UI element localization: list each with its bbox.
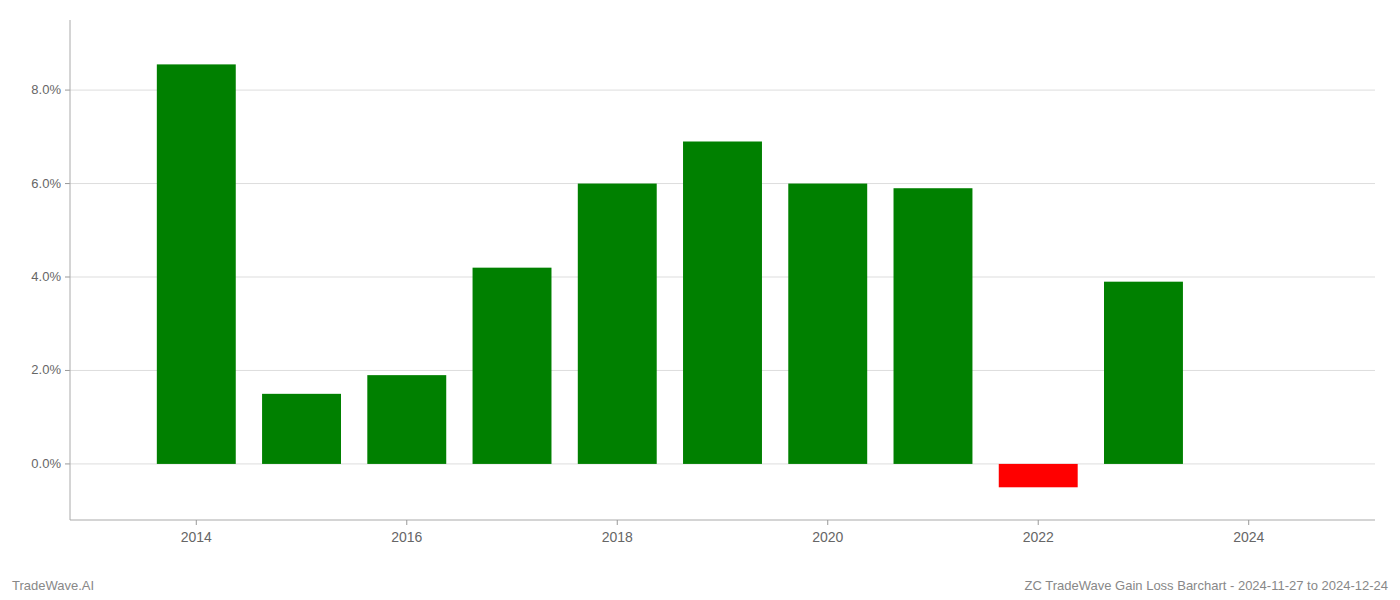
x-tick-label: 2016 (391, 529, 422, 545)
x-axis: 2014 2016 2018 2020 2022 2024 (181, 520, 1265, 545)
bar (262, 394, 341, 464)
bars (157, 64, 1183, 487)
y-tick-label: 2.0% (31, 362, 61, 377)
y-tick (65, 463, 70, 464)
y-tick (65, 183, 70, 184)
x-tick-label: 2024 (1233, 529, 1264, 545)
bar (683, 141, 762, 463)
x-tick-label: 2020 (812, 529, 843, 545)
x-tick (827, 520, 828, 525)
y-tick-label: 4.0% (31, 269, 61, 284)
y-tick-label: 8.0% (31, 82, 61, 97)
x-tick (617, 520, 618, 525)
x-tick-label: 2022 (1023, 529, 1054, 545)
x-tick (1038, 520, 1039, 525)
y-axis-line (70, 20, 71, 520)
y-tick-label: 6.0% (31, 176, 61, 191)
bar (367, 375, 446, 464)
bar (1104, 282, 1183, 464)
bar (157, 64, 236, 464)
bar (788, 184, 867, 464)
x-tick (196, 520, 197, 525)
y-tick (65, 90, 70, 91)
y-tick-label: 0.0% (31, 456, 61, 471)
x-tick (1248, 520, 1249, 525)
y-tick (65, 277, 70, 278)
bar (578, 184, 657, 464)
chart: 0.0% 2.0% 4.0% 6.0% 8.0% 2014 2016 2018 2020 2022… (0, 0, 1400, 600)
title: ZC TradeWave Gain Loss Barchart - 2024-1… (1025, 578, 1388, 593)
grid-line (70, 90, 1375, 91)
x-tick (406, 520, 407, 525)
x-axis-line (70, 520, 1375, 521)
bar (894, 188, 973, 464)
y-tick (65, 370, 70, 371)
x-tick-label: 2018 (602, 529, 633, 545)
bar (473, 268, 552, 464)
x-tick-label: 2014 (181, 529, 212, 545)
watermark: TradeWave.AI (12, 578, 94, 593)
bar (999, 464, 1078, 487)
